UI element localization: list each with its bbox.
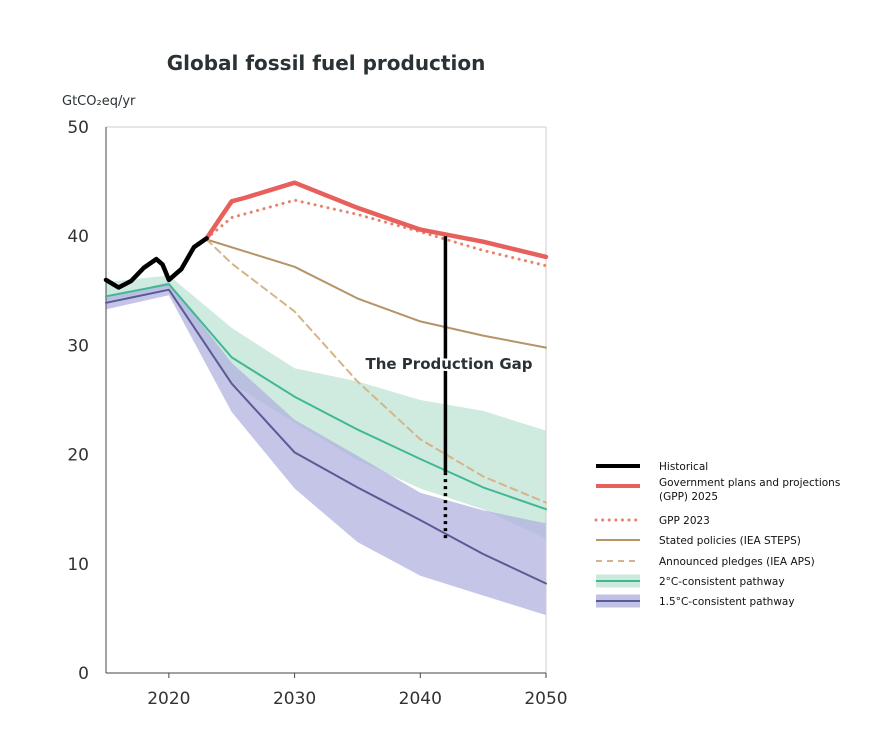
- y-axis-ticks: 0 10 20 30 40 50: [67, 118, 89, 684]
- y-tick-label: 30: [67, 336, 89, 356]
- legend-label: Historical: [659, 461, 708, 473]
- y-tick-label: 20: [67, 446, 89, 466]
- production-gap-label: The Production Gap: [366, 355, 533, 373]
- x-tick-label: 2050: [524, 689, 567, 709]
- 2c-consistent-pathway-band: [106, 275, 546, 539]
- x-tick-label: 2040: [399, 689, 442, 709]
- legend-label: Announced pledges (IEA APS): [659, 556, 815, 568]
- chart-title: Global fossil fuel production: [167, 51, 486, 75]
- y-axis-unit: GtCO₂eq/yr: [62, 94, 136, 109]
- legend-label: Government plans and projections (GPP) 20…: [659, 477, 840, 503]
- y-tick-label: 40: [67, 227, 89, 247]
- legend-label: Stated policies (IEA STEPS): [659, 535, 801, 547]
- y-tick-label: 0: [78, 664, 89, 684]
- x-tick-label: 2020: [147, 689, 190, 709]
- 1-5c-consistent-pathway-band: [106, 282, 546, 616]
- gpp-2023-line: [205, 198, 548, 268]
- legend: Historical Government plans and projectio…: [594, 461, 840, 608]
- legend-label: 1.5°C-consistent pathway: [659, 596, 795, 608]
- stated-policies-iea-steps-line: [205, 238, 547, 349]
- plot-frame: [105, 126, 547, 674]
- series-lines: [103, 180, 549, 585]
- pathway-bands: [106, 275, 546, 616]
- announced-pledges-iea-aps-line: [205, 238, 547, 504]
- x-axis-ticks: 2020 2030 2040 2050: [147, 673, 568, 709]
- 2c-consistent-pathway-line: [105, 283, 547, 511]
- y-tick-label: 10: [67, 555, 89, 575]
- x-tick-label: 2030: [273, 689, 316, 709]
- legend-label: GPP 2023: [659, 515, 710, 527]
- historical-line: [103, 236, 209, 290]
- legend-label: 2°C-consistent pathway: [659, 576, 785, 588]
- y-tick-label: 50: [67, 118, 89, 138]
- government-plans-and-projections-gpp-2025-line: [204, 180, 549, 260]
- 1-5c-consistent-pathway-line: [105, 288, 547, 585]
